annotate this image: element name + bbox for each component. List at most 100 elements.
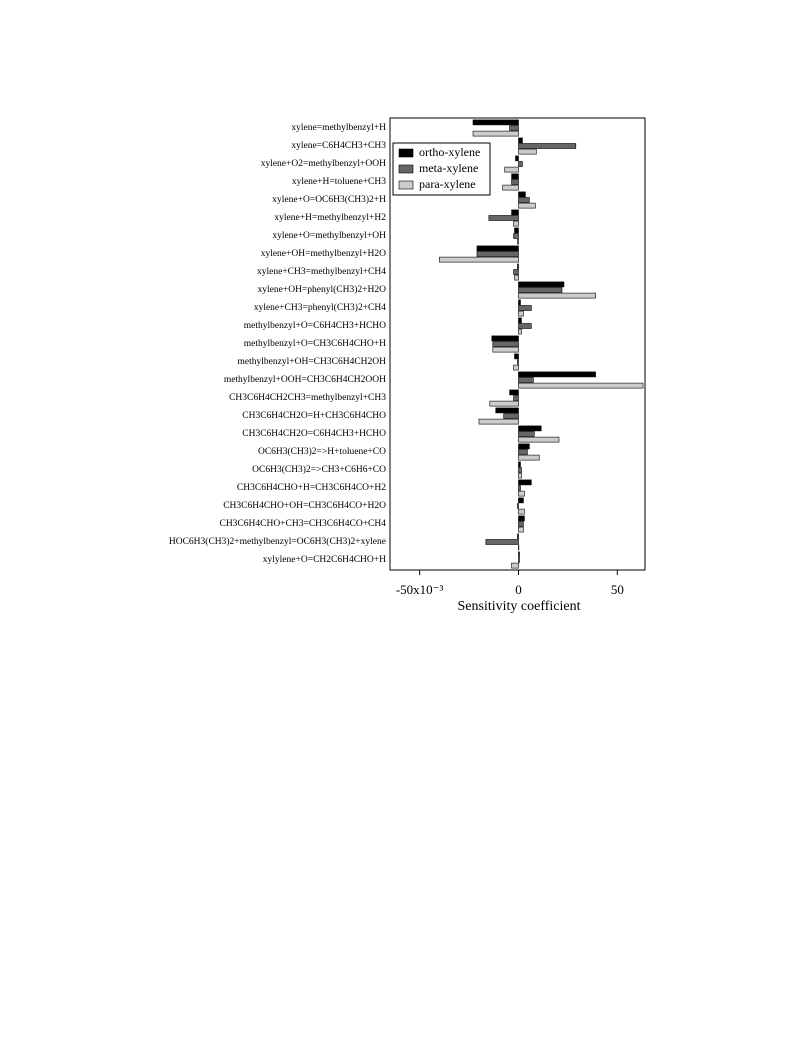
- bar: [518, 461, 521, 468]
- x-tick-label: 0: [515, 582, 522, 597]
- bar: [518, 521, 524, 527]
- bar: [478, 418, 519, 425]
- bar: [513, 269, 519, 275]
- y-tick-label: CH3C6H4CHO+CH3=CH3C6H4CO+CH4: [219, 519, 386, 529]
- y-tick-label: xylene=methylbenzyl+H: [291, 123, 386, 133]
- y-tick-label: OC6H3(CH3)2=>H+toluene+CO: [258, 446, 386, 457]
- bar: [504, 166, 519, 173]
- bar: [518, 323, 532, 329]
- bar: [511, 209, 519, 216]
- y-tick-label: methylbenzyl+OH=CH3C6H4CH2OH: [238, 357, 387, 367]
- bar: [518, 490, 525, 497]
- bar: [518, 557, 520, 563]
- bar: [518, 515, 525, 522]
- legend-swatch: [398, 148, 414, 158]
- bar: [518, 382, 644, 389]
- y-tick-label: CH3C6H4CH2CH3=methylbenzyl+CH3: [229, 393, 386, 403]
- bar: [511, 173, 519, 180]
- bar: [518, 454, 540, 461]
- y-tick-label: xylene+O=OC6H3(CH3)2+H: [272, 194, 386, 205]
- bar: [488, 215, 519, 221]
- bar: [518, 485, 521, 491]
- y-tick-label: xylylene+O=CH2C6H4CHO+H: [263, 555, 386, 565]
- bar: [518, 425, 542, 432]
- bar: [517, 263, 519, 270]
- bar: [518, 299, 521, 306]
- y-tick-label: HOC6H3(CH3)2+methylbenzyl=OC6H3(CH3)2+xy…: [169, 536, 386, 547]
- bar: [513, 364, 519, 371]
- y-tick-label: xylene+O2=methylbenzyl+OOH: [261, 159, 386, 169]
- bar: [476, 245, 519, 252]
- bar: [503, 413, 519, 419]
- bar: [518, 281, 565, 288]
- bar: [518, 431, 535, 437]
- y-tick-label: xylene+CH3=methylbenzyl+CH4: [257, 267, 386, 277]
- bar: [502, 184, 519, 191]
- bar: [514, 227, 519, 234]
- y-tick-label: xylene+OH=phenyl(CH3)2+H2O: [258, 284, 387, 295]
- y-tick-label: xylene+H=toluene+CH3: [292, 177, 386, 187]
- plot-frame: [389, 117, 646, 571]
- bar: [472, 119, 519, 126]
- legend-swatch: [398, 164, 414, 174]
- x-axis-label: Sensitivity coefficient: [458, 599, 581, 614]
- bar: [518, 497, 524, 504]
- bar: [491, 335, 519, 342]
- bar: [515, 155, 519, 162]
- bar: [513, 233, 519, 239]
- bar: [513, 220, 519, 227]
- y-tick-label: xylene+O=methylbenzyl+OH: [272, 231, 386, 241]
- bar: [518, 197, 530, 203]
- y-tick-label: CH3C6H4CH2O=H+CH3C6H4CHO: [242, 411, 386, 421]
- bar: [518, 526, 524, 533]
- bar: [513, 395, 519, 401]
- bar: [517, 359, 519, 365]
- legend-swatch: [398, 180, 414, 190]
- bar: [518, 479, 532, 486]
- bar: [518, 317, 522, 324]
- bar: [518, 161, 523, 167]
- bar: [518, 371, 596, 378]
- y-tick-label: methylbenzyl+O=CH3C6H4CHO+H: [244, 339, 386, 349]
- bar: [518, 449, 528, 455]
- bar: [518, 436, 560, 443]
- bar: [518, 148, 537, 155]
- bar: [518, 191, 526, 198]
- bar: [514, 353, 519, 360]
- bar: [518, 202, 536, 209]
- bar: [518, 287, 563, 293]
- bar: [439, 256, 519, 263]
- y-tick-label: CH3C6H4CHO+H=CH3C6H4CO+H2: [237, 483, 386, 493]
- bar: [509, 389, 519, 396]
- y-tick-label: xylene+H=methylbenzyl+H2: [274, 213, 386, 223]
- y-tick-label: CH3C6H4CHO+OH=CH3C6H4CO+H2O: [223, 501, 386, 511]
- y-tick-label: OC6H3(CH3)2=>CH3+C6H6+CO: [252, 464, 386, 475]
- x-tick-label: -50x10⁻³: [396, 582, 444, 597]
- x-tick-label: 50: [611, 582, 624, 597]
- bar: [518, 292, 596, 299]
- bar: [472, 130, 519, 137]
- bar: [518, 377, 534, 383]
- bar: [492, 346, 519, 353]
- bar: [489, 400, 519, 407]
- bar: [518, 143, 577, 149]
- y-tick-label: methylbenzyl+OOH=CH3C6H4CH2OOH: [224, 375, 386, 385]
- bar: [517, 533, 519, 540]
- bar: [518, 551, 520, 558]
- bar: [518, 137, 523, 144]
- y-tick-label: methylbenzyl+O=C6H4CH3+HCHO: [244, 321, 386, 331]
- bar: [518, 310, 524, 317]
- y-tick-label: xylene+CH3=phenyl(CH3)2+CH4: [254, 302, 386, 313]
- bar: [518, 472, 522, 479]
- bar: [518, 467, 522, 473]
- bar: [509, 125, 519, 131]
- bar: [511, 562, 519, 569]
- bar: [511, 179, 519, 185]
- legend-label: meta-xylene: [419, 161, 478, 175]
- y-tick-label: xylene+OH=methylbenzyl+H2O: [261, 249, 386, 259]
- bar: [518, 508, 525, 515]
- y-tick-label: xylene=C6H4CH3+CH3: [291, 141, 386, 151]
- bar: [518, 305, 532, 311]
- bar: [485, 539, 519, 545]
- bar: [492, 341, 519, 347]
